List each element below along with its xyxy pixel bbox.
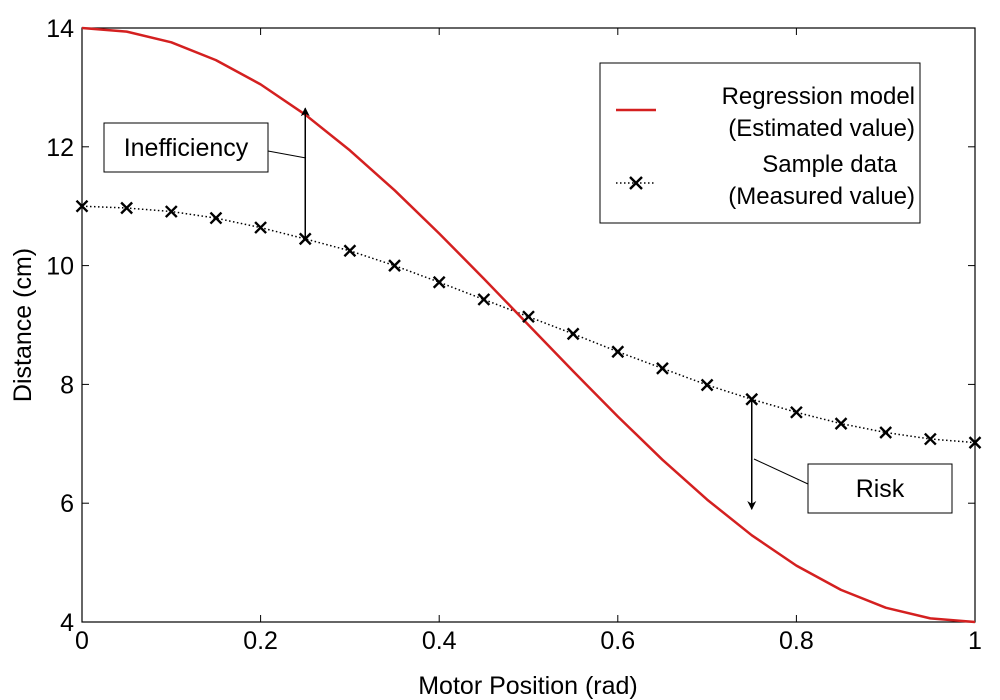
sample-data-point — [164, 205, 178, 218]
sample-data-point — [834, 417, 848, 430]
sample-data-point — [924, 432, 937, 446]
sample-data-point — [209, 211, 223, 225]
sample-data-point — [656, 362, 669, 375]
risk-callout: Risk — [753, 458, 953, 514]
y-axis-ticks: 4 6 8 10 12 14 — [46, 15, 975, 637]
y-tick-label: 12 — [46, 134, 74, 162]
x-tick-label: 0.6 — [600, 627, 635, 655]
annotation-layer — [300, 107, 757, 511]
sample-data-point — [566, 327, 580, 341]
regression-model-line — [81, 26, 976, 624]
x-tick-label: 1 — [968, 627, 982, 655]
x-tick-label: 0.2 — [243, 627, 278, 655]
x-axis-label: Motor Position (rad) — [418, 672, 638, 700]
sample-data-point — [432, 275, 446, 289]
sample-data-point — [700, 378, 714, 392]
sample-data-point — [75, 199, 89, 213]
sample-data-point — [611, 345, 625, 359]
sample-data-point — [968, 436, 982, 449]
y-axis-label: Distance (cm) — [9, 248, 37, 402]
sample-data-point — [388, 259, 401, 272]
x-axis-ticks: 0 0.2 0.4 0.6 0.8 1 — [75, 28, 982, 655]
legend-sample-marker — [629, 176, 643, 190]
risk-label-box — [807, 463, 953, 514]
inefficiency-label: Inefficiency — [124, 134, 249, 162]
x-tick-label: 0 — [75, 627, 89, 655]
y-tick-label: 14 — [46, 15, 74, 43]
legend-box — [599, 62, 921, 224]
sample-data-point — [120, 201, 133, 215]
x-tick-label: 0.8 — [779, 627, 814, 655]
inefficiency-label-box — [103, 122, 269, 173]
x-tick-label: 0.4 — [422, 627, 457, 655]
legend-sample-sublabel: (Measured value) — [728, 183, 915, 210]
inefficiency-leader-line — [267, 150, 307, 159]
sample-data-point — [879, 426, 893, 439]
y-tick-label: 8 — [60, 371, 74, 399]
inefficiency-callout: Inefficiency — [103, 122, 307, 173]
sample-data-point — [477, 293, 491, 306]
legend-regression-sublabel: (Estimated value) — [728, 115, 915, 142]
sample-data-point — [343, 244, 357, 258]
y-tick-label: 10 — [46, 253, 74, 281]
risk-leader-line — [753, 458, 809, 485]
y-tick-label: 6 — [60, 490, 74, 518]
sample-data-point — [254, 221, 267, 234]
sample-data-point — [522, 310, 535, 324]
legend: Regression model (Estimated value) Sampl… — [599, 62, 921, 224]
legend-sample-label: Sample data — [762, 151, 897, 178]
risk-label: Risk — [856, 475, 905, 503]
sample-data-point — [790, 405, 803, 419]
y-tick-label: 4 — [60, 609, 74, 637]
legend-regression-label: Regression model — [722, 83, 915, 110]
